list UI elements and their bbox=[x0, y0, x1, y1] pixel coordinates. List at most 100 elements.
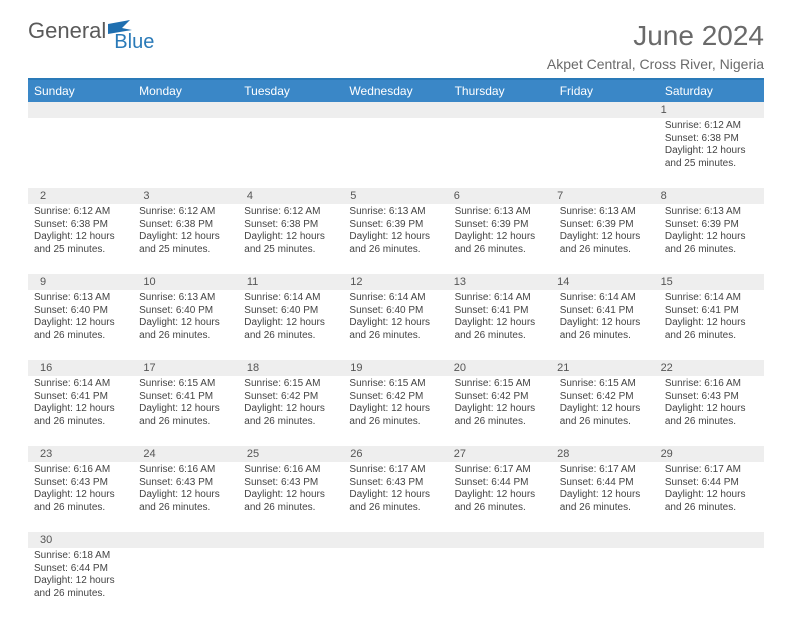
day-number: 13 bbox=[448, 275, 551, 289]
sunrise-text: Sunrise: 6:13 AM bbox=[139, 292, 232, 305]
sunset-text: Sunset: 6:40 PM bbox=[349, 305, 442, 318]
day-cell: Sunrise: 6:17 AMSunset: 6:44 PMDaylight:… bbox=[659, 462, 764, 532]
day-number: 6 bbox=[448, 189, 551, 203]
day-number bbox=[448, 533, 551, 547]
sunrise-text: Sunrise: 6:17 AM bbox=[455, 464, 548, 477]
day-number bbox=[241, 103, 344, 117]
daylight-text: Daylight: 12 hours bbox=[560, 317, 653, 330]
day-cell bbox=[343, 548, 448, 618]
daylight-text: Daylight: 12 hours bbox=[560, 489, 653, 502]
day-number: 12 bbox=[344, 275, 447, 289]
day-number: 18 bbox=[241, 361, 344, 375]
day-number bbox=[551, 533, 654, 547]
daylight-text: and 26 minutes. bbox=[665, 330, 758, 343]
weekday-wednesday: Wednesday bbox=[343, 80, 448, 102]
day-cell: Sunrise: 6:14 AMSunset: 6:40 PMDaylight:… bbox=[238, 290, 343, 360]
sunset-text: Sunset: 6:42 PM bbox=[455, 391, 548, 404]
day-number: 1 bbox=[655, 103, 758, 117]
daylight-text: and 26 minutes. bbox=[244, 416, 337, 429]
sunset-text: Sunset: 6:41 PM bbox=[665, 305, 758, 318]
sunrise-text: Sunrise: 6:15 AM bbox=[139, 378, 232, 391]
day-number-row: 23242526272829 bbox=[28, 446, 764, 462]
day-number: 9 bbox=[34, 275, 137, 289]
day-number: 25 bbox=[241, 447, 344, 461]
day-cell bbox=[28, 118, 133, 188]
week-content-row: Sunrise: 6:13 AMSunset: 6:40 PMDaylight:… bbox=[28, 290, 764, 360]
daylight-text: and 26 minutes. bbox=[455, 416, 548, 429]
day-number: 3 bbox=[137, 189, 240, 203]
daylight-text: Daylight: 12 hours bbox=[665, 317, 758, 330]
daylight-text: Daylight: 12 hours bbox=[244, 231, 337, 244]
daylight-text: and 25 minutes. bbox=[34, 244, 127, 257]
sunrise-text: Sunrise: 6:16 AM bbox=[139, 464, 232, 477]
sunrise-text: Sunrise: 6:14 AM bbox=[560, 292, 653, 305]
day-number bbox=[448, 103, 551, 117]
logo-text-blue: Blue bbox=[114, 32, 154, 52]
logo-text-general: General bbox=[28, 20, 106, 42]
daylight-text: and 26 minutes. bbox=[665, 416, 758, 429]
day-cell bbox=[133, 118, 238, 188]
day-cell: Sunrise: 6:15 AMSunset: 6:42 PMDaylight:… bbox=[238, 376, 343, 446]
daylight-text: Daylight: 12 hours bbox=[349, 403, 442, 416]
day-number-row: 16171819202122 bbox=[28, 360, 764, 376]
sunset-text: Sunset: 6:38 PM bbox=[139, 219, 232, 232]
daylight-text: Daylight: 12 hours bbox=[349, 317, 442, 330]
day-cell: Sunrise: 6:15 AMSunset: 6:42 PMDaylight:… bbox=[554, 376, 659, 446]
sunrise-text: Sunrise: 6:17 AM bbox=[560, 464, 653, 477]
sunrise-text: Sunrise: 6:14 AM bbox=[244, 292, 337, 305]
sunset-text: Sunset: 6:43 PM bbox=[244, 477, 337, 490]
day-cell bbox=[238, 118, 343, 188]
weekday-monday: Monday bbox=[133, 80, 238, 102]
day-number: 15 bbox=[655, 275, 758, 289]
sunrise-text: Sunrise: 6:17 AM bbox=[665, 464, 758, 477]
day-number: 16 bbox=[34, 361, 137, 375]
day-number bbox=[137, 533, 240, 547]
day-cell: Sunrise: 6:13 AMSunset: 6:39 PMDaylight:… bbox=[659, 204, 764, 274]
day-number: 27 bbox=[448, 447, 551, 461]
daylight-text: and 26 minutes. bbox=[244, 330, 337, 343]
day-cell: Sunrise: 6:15 AMSunset: 6:42 PMDaylight:… bbox=[343, 376, 448, 446]
sunset-text: Sunset: 6:44 PM bbox=[560, 477, 653, 490]
day-cell bbox=[238, 548, 343, 618]
day-number: 4 bbox=[241, 189, 344, 203]
daylight-text: and 26 minutes. bbox=[560, 330, 653, 343]
daylight-text: Daylight: 12 hours bbox=[34, 575, 127, 588]
weekday-saturday: Saturday bbox=[659, 80, 764, 102]
day-cell: Sunrise: 6:16 AMSunset: 6:43 PMDaylight:… bbox=[133, 462, 238, 532]
day-cell bbox=[554, 548, 659, 618]
weekday-header: Sunday Monday Tuesday Wednesday Thursday… bbox=[28, 80, 764, 102]
day-cell bbox=[449, 548, 554, 618]
day-number: 23 bbox=[34, 447, 137, 461]
sunset-text: Sunset: 6:42 PM bbox=[244, 391, 337, 404]
daylight-text: and 26 minutes. bbox=[139, 330, 232, 343]
logo: General Blue bbox=[28, 20, 176, 42]
weekday-tuesday: Tuesday bbox=[238, 80, 343, 102]
daylight-text: Daylight: 12 hours bbox=[665, 489, 758, 502]
day-number: 20 bbox=[448, 361, 551, 375]
daylight-text: Daylight: 12 hours bbox=[560, 231, 653, 244]
daylight-text: Daylight: 12 hours bbox=[665, 231, 758, 244]
day-cell: Sunrise: 6:14 AMSunset: 6:40 PMDaylight:… bbox=[343, 290, 448, 360]
day-number bbox=[344, 533, 447, 547]
day-number: 24 bbox=[137, 447, 240, 461]
week-content-row: Sunrise: 6:14 AMSunset: 6:41 PMDaylight:… bbox=[28, 376, 764, 446]
day-number-row: 30 bbox=[28, 532, 764, 548]
day-cell: Sunrise: 6:16 AMSunset: 6:43 PMDaylight:… bbox=[238, 462, 343, 532]
daylight-text: and 26 minutes. bbox=[560, 502, 653, 515]
sunset-text: Sunset: 6:42 PM bbox=[349, 391, 442, 404]
day-cell: Sunrise: 6:13 AMSunset: 6:40 PMDaylight:… bbox=[28, 290, 133, 360]
daylight-text: Daylight: 12 hours bbox=[34, 231, 127, 244]
week-content-row: Sunrise: 6:12 AMSunset: 6:38 PMDaylight:… bbox=[28, 118, 764, 188]
daylight-text: Daylight: 12 hours bbox=[665, 403, 758, 416]
daylight-text: Daylight: 12 hours bbox=[244, 403, 337, 416]
page-header: General Blue June 2024 Akpet Central, Cr… bbox=[28, 20, 764, 72]
day-number: 26 bbox=[344, 447, 447, 461]
daylight-text: Daylight: 12 hours bbox=[139, 231, 232, 244]
sunset-text: Sunset: 6:39 PM bbox=[455, 219, 548, 232]
sunrise-text: Sunrise: 6:13 AM bbox=[665, 206, 758, 219]
daylight-text: Daylight: 12 hours bbox=[34, 403, 127, 416]
sunrise-text: Sunrise: 6:14 AM bbox=[349, 292, 442, 305]
sunrise-text: Sunrise: 6:12 AM bbox=[244, 206, 337, 219]
sunset-text: Sunset: 6:38 PM bbox=[665, 133, 758, 146]
daylight-text: Daylight: 12 hours bbox=[455, 403, 548, 416]
